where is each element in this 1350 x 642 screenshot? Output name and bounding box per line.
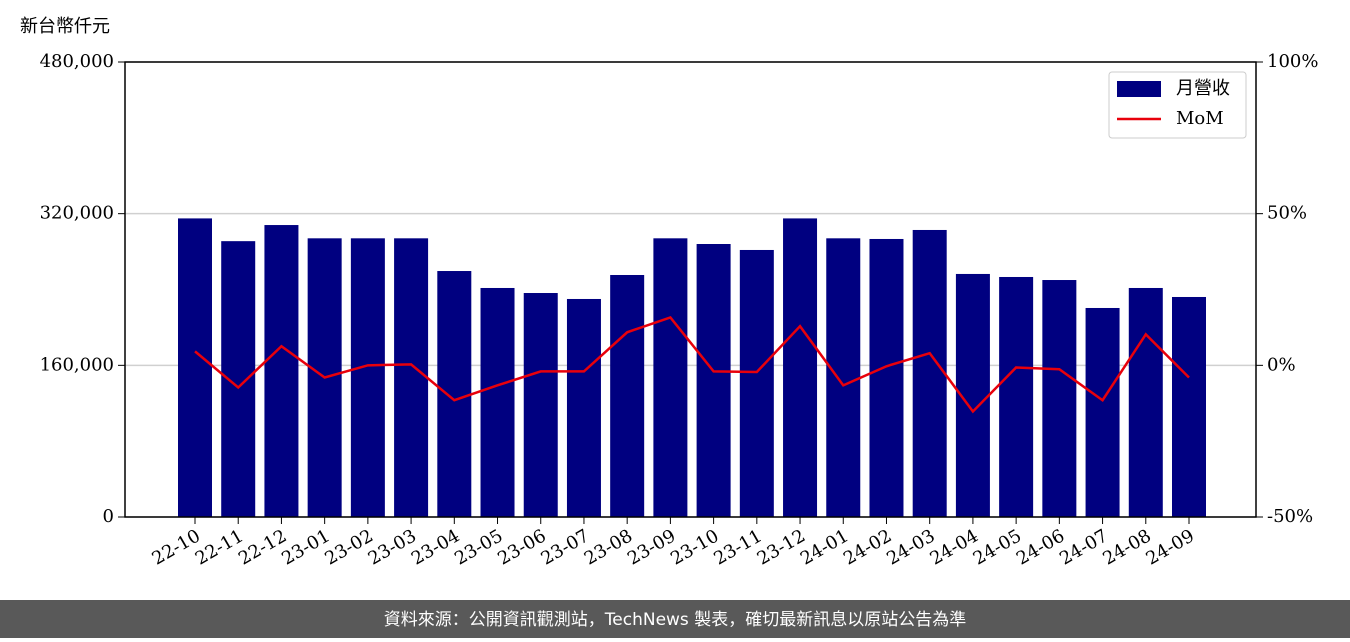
bar: [783, 218, 818, 517]
bar: [912, 229, 947, 518]
x-tick-label: 23-06: [494, 525, 549, 569]
x-tick-label: 24-03: [883, 525, 938, 569]
x-tick-label: 24-07: [1056, 525, 1111, 569]
bar: [1128, 287, 1163, 517]
x-tick-label: 23-02: [321, 525, 376, 569]
x-tick-label: 24-09: [1143, 525, 1198, 569]
bar: [739, 249, 774, 518]
x-tick-label: 23-10: [667, 525, 722, 569]
y-tick-label: 320,000: [40, 203, 114, 224]
footer-bar: [0, 600, 1350, 638]
x-tick-label: 22-12: [235, 525, 290, 569]
bar: [999, 276, 1034, 517]
bar: [1172, 296, 1206, 517]
bar: [826, 238, 861, 517]
y2-tick-label: 100%: [1267, 51, 1318, 72]
x-tick-label: 24-05: [970, 525, 1025, 569]
x-tick-label: 22-10: [149, 525, 204, 569]
x-tick-label: 23-08: [581, 525, 636, 569]
bar: [1085, 307, 1120, 517]
legend: 月營收 MoM: [1108, 71, 1247, 139]
line: [194, 315, 1190, 414]
x-tick-label: 23-07: [538, 525, 593, 569]
bar: [264, 225, 299, 517]
bar: [566, 298, 601, 517]
y-tick-label: 480,000: [40, 51, 114, 72]
legend-label: 月營收: [1176, 78, 1230, 99]
y2-tick-label: -50%: [1267, 506, 1313, 527]
bar: [653, 238, 688, 517]
x-tick-label: 23-03: [365, 525, 420, 569]
bar: [869, 238, 904, 517]
x-tick-label: 24-02: [840, 525, 895, 569]
x-tick-label: 22-11: [192, 525, 247, 569]
legend-swatch: [1117, 81, 1161, 97]
bar: [610, 274, 645, 517]
plot-frame: [124, 61, 1257, 518]
x-tick-label: 24-08: [1099, 525, 1154, 569]
x-tick-label: 24-04: [926, 525, 981, 569]
bar: [394, 238, 429, 517]
y-axis-label: 新台幣仟元: [20, 16, 110, 37]
x-tick-label: 24-06: [1013, 525, 1068, 569]
y-tick-label: 0: [103, 506, 114, 527]
source-note: 資料來源：公開資訊觀測站，TechNews 製表，確切最新訊息以原站公告為準: [384, 610, 966, 630]
y-tick-label: 160,000: [40, 354, 114, 375]
x-tick-label: 23-12: [754, 525, 809, 569]
bar: [1042, 280, 1077, 517]
y2-tick-label: 50%: [1267, 203, 1307, 224]
bar: [437, 271, 472, 517]
bar: [350, 238, 385, 517]
bar: [178, 218, 212, 517]
y2-tick-label: 0%: [1267, 354, 1296, 375]
legend-label: MoM: [1176, 108, 1224, 129]
x-tick-label: 23-05: [451, 525, 506, 569]
bar: [480, 287, 515, 517]
x-tick-label: 23-09: [624, 525, 679, 569]
bar: [523, 293, 558, 517]
x-tick-label: 23-11: [710, 525, 765, 569]
bar: [696, 244, 731, 517]
x-tick-label: 24-01: [797, 525, 852, 569]
x-tick-label: 23-04: [408, 525, 463, 569]
x-tick-label: 23-01: [278, 525, 333, 569]
